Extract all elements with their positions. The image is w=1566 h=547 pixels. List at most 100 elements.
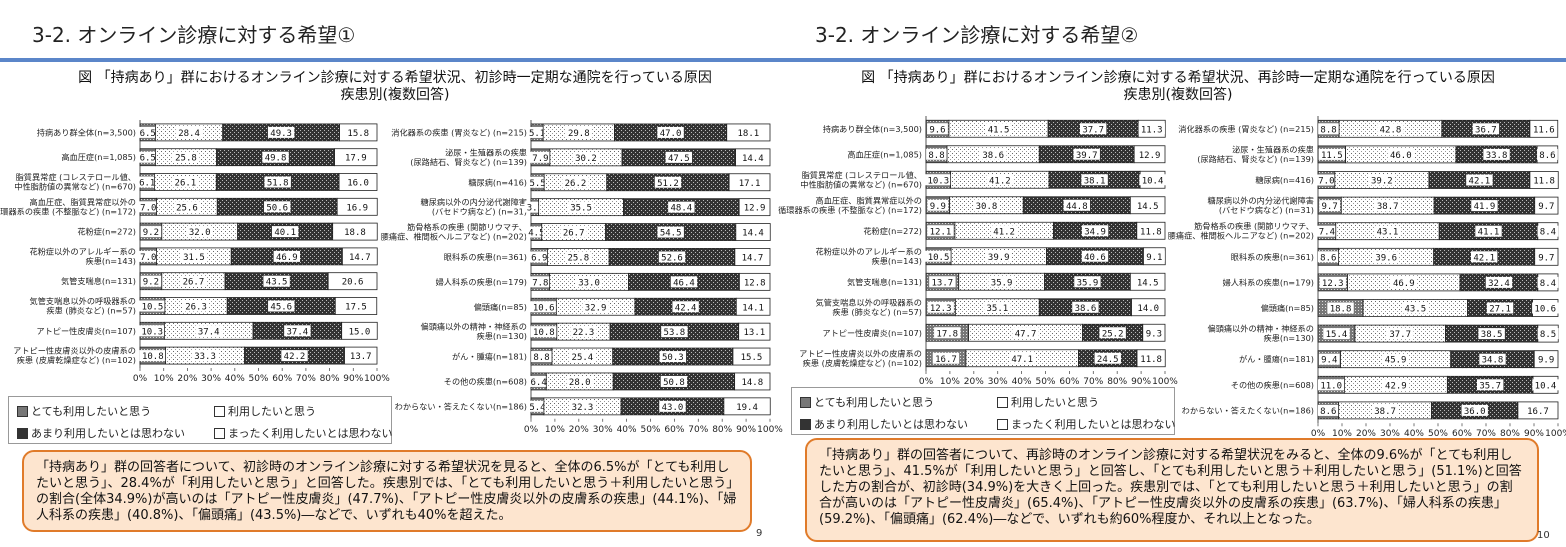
data-label: 38.1	[1084, 176, 1106, 186]
data-label: 28.0	[569, 378, 591, 388]
data-label: 37.4	[287, 327, 309, 337]
data-label-bg	[344, 201, 371, 213]
data-label-bg	[1094, 352, 1121, 364]
category-label: 糖尿病(n=416)	[1255, 175, 1314, 185]
x-tick-label: 100%	[364, 374, 390, 384]
x-tick-label: 90%	[736, 425, 756, 435]
data-label-bg	[1532, 302, 1559, 314]
data-label-bg	[741, 276, 768, 288]
category-label: アトピー性皮膚炎以外の皮膚系の疾患 (皮膚乾燥症など) (n=102)	[13, 346, 136, 366]
category-label: 高血圧症(n=1,085)	[61, 152, 136, 162]
data-label: 14.7	[742, 253, 764, 263]
legend-label: あまり利用したいとは思わない	[814, 418, 968, 431]
legend-label: 利用したいと思う	[1011, 396, 1099, 409]
data-label: 8.5	[1540, 330, 1556, 340]
data-label: 11.5	[1321, 151, 1343, 161]
data-label-bg	[1374, 200, 1401, 212]
data-label: 11.8	[1140, 355, 1162, 365]
data-label: 6.9	[531, 253, 547, 263]
data-label-bg	[527, 400, 548, 412]
slide-title: 3-2. オンライン診療に対する希望②	[815, 23, 1139, 47]
legend-swatch	[214, 405, 225, 417]
data-label-bg	[1318, 123, 1339, 135]
legend-swatch	[997, 396, 1008, 408]
data-label-bg	[1371, 404, 1399, 416]
data-label-bg	[1099, 327, 1126, 339]
data-label: 8.4	[1540, 228, 1556, 238]
data-label: 17.8	[936, 329, 958, 339]
data-label: 38.6	[982, 151, 1004, 161]
data-label-bg	[531, 351, 552, 363]
data-label: 25.2	[1102, 329, 1124, 339]
data-label-bg	[180, 275, 207, 287]
data-label-bg	[1063, 199, 1091, 211]
data-label-bg	[186, 226, 213, 238]
data-label: 38.7	[1377, 202, 1399, 212]
chart-panel-2: 消化器系の疾患 (胃炎など) (n=215) 5.1 29.8 47.0 18.1 泌尿・…	[381, 120, 783, 435]
legend-swatch	[214, 427, 225, 439]
data-label: 51.8	[267, 179, 289, 189]
data-label-bg	[264, 201, 291, 213]
category-label: 婦人科系の疾患(n=179)	[1223, 277, 1314, 287]
data-label: 8.8	[928, 151, 944, 161]
data-label: 43.1	[1377, 228, 1399, 238]
data-label: 32.4	[1488, 279, 1510, 289]
data-label-bg	[1471, 200, 1498, 212]
data-label-bg	[175, 126, 203, 138]
data-label-bg	[926, 148, 947, 160]
legend-item-very: とても利用したいと思う	[17, 403, 151, 419]
category-label: 糖尿病以外の内分泌代謝障害(バセドウ病など) (n=31)	[421, 197, 527, 217]
data-label: 11.0	[1320, 381, 1342, 391]
data-label: 10.5	[142, 303, 164, 313]
data-label-bg	[1530, 123, 1558, 135]
data-label-bg	[1368, 174, 1396, 186]
data-label-bg	[739, 375, 766, 387]
data-label-bg	[572, 151, 600, 163]
data-label-bg	[988, 276, 1015, 288]
data-label-bg	[1134, 199, 1161, 211]
data-label-bg	[1485, 276, 1513, 288]
data-label-bg	[660, 375, 688, 387]
data-label: 50.3	[662, 353, 684, 363]
data-label: 4.5	[528, 229, 544, 239]
data-label-bg	[347, 350, 374, 362]
data-label-bg	[925, 174, 952, 186]
data-label: 46.0	[1390, 151, 1412, 161]
data-label-bg	[1317, 251, 1339, 263]
x-tick-label: 10%	[1332, 429, 1352, 439]
data-label: 6.1	[139, 179, 155, 189]
data-label: 14.1	[742, 303, 764, 313]
legend-item-not-at-all: まったく利用したいとは思わない	[214, 425, 393, 441]
data-label: 36.0	[1464, 407, 1486, 417]
data-label-bg	[1471, 251, 1498, 263]
data-label: 34.9	[1084, 227, 1106, 237]
category-label: 気管支喘息(n=131)	[847, 277, 922, 287]
data-label-bg	[979, 148, 1007, 160]
legend-label: まったく利用したいとは思わない	[1011, 418, 1176, 431]
x-tick-label: 0%	[1311, 429, 1326, 439]
data-label: 26.7	[563, 229, 585, 239]
legend-swatch	[997, 418, 1008, 430]
category-label: 気管支喘息以外の呼吸器系の疾患 (肺炎など) (n=57)	[816, 297, 922, 317]
data-label: 14.7	[349, 253, 371, 263]
chart-panel-3: 持病あり群全体(n=3,500) 9.6 41.5 37.7 11.3 高血圧症(n=1,…	[778, 116, 1178, 387]
title-rule	[0, 58, 783, 62]
data-label-bg	[733, 400, 761, 412]
slide-title: 3-2. オンライン診療に対する希望①	[32, 23, 356, 47]
data-label-bg	[1537, 225, 1559, 237]
data-label: 52.6	[661, 253, 683, 263]
data-label: 43.5	[266, 278, 288, 288]
summary-text: 「持病あり」群の回答者について、再診時のオンライン診療に対する希望状況をみると、…	[819, 448, 1522, 527]
data-label: 35.9	[1077, 278, 1099, 288]
data-label: 19.4	[736, 403, 758, 413]
x-tick-label: 30%	[1380, 429, 1400, 439]
summary-box: 「持病あり」群の回答者について、初診時のオンライン診療に対する希望状況を見ると、…	[22, 450, 752, 532]
data-label: 25.6	[176, 203, 198, 213]
data-label-bg	[339, 275, 366, 287]
legend-label: まったく利用したいとは思わない	[228, 427, 393, 440]
data-label: 9.9	[930, 202, 946, 212]
data-label: 22.3	[573, 328, 595, 338]
category-label: 消化器系の疾患 (胃炎など) (n=215)	[1178, 124, 1314, 134]
data-label-bg	[1139, 174, 1166, 186]
legend-item-very: とても利用したいと思う	[800, 394, 934, 410]
